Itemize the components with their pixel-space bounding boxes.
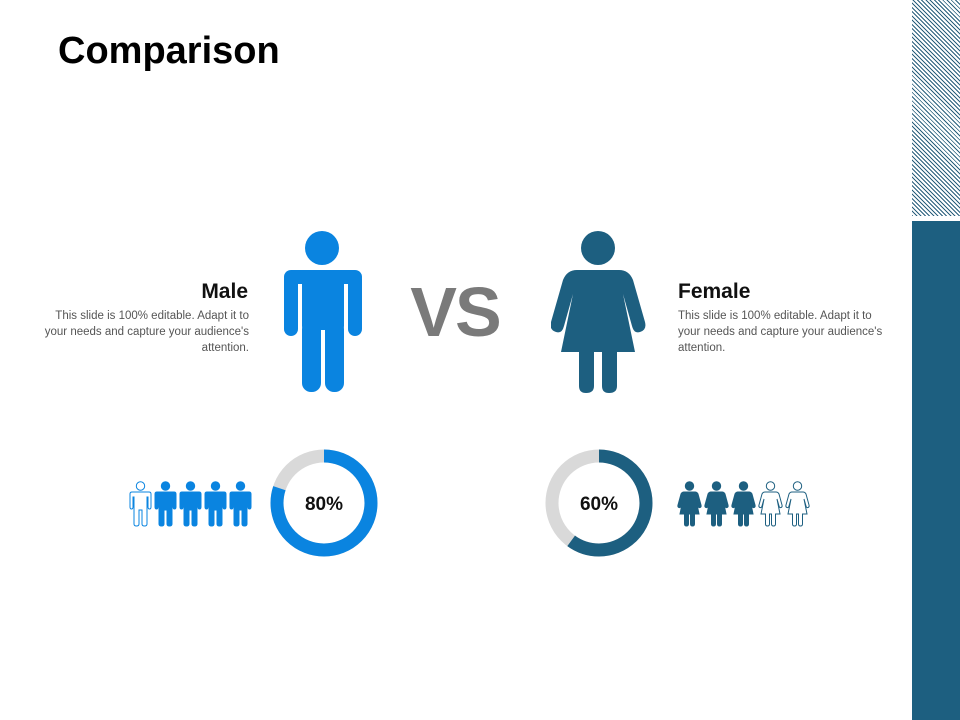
male-percent-label: 80%: [304, 494, 344, 515]
female-person-outline-icon: [758, 481, 783, 527]
female-donut-chart: [545, 449, 653, 557]
male-person-filled-icon: [154, 481, 177, 527]
female-people-row: [676, 481, 811, 527]
female-person-filled-icon: [704, 481, 729, 527]
male-person-filled-icon: [204, 481, 227, 527]
male-person-filled-icon: [179, 481, 202, 527]
female-person-outline-icon: [785, 481, 810, 527]
female-person-filled-icon: [731, 481, 756, 527]
female-description: This slide is 100% editable. Adapt it to…: [678, 310, 883, 354]
female-figure-icon: [551, 231, 646, 393]
male-description: This slide is 100% editable. Adapt it to…: [44, 310, 249, 354]
female-percent-label: 60%: [579, 494, 619, 515]
male-donut-chart: [270, 449, 378, 557]
female-donut-value: [545, 449, 653, 557]
male-person-outline-icon: [129, 481, 152, 527]
male-people-row: [128, 481, 253, 527]
male-heading: Male: [201, 280, 248, 303]
female-heading: Female: [678, 280, 751, 303]
solid-side-panel: [912, 221, 960, 720]
page-title: Comparison: [58, 30, 280, 72]
vs-label: VS: [410, 273, 501, 351]
male-donut-value: [270, 449, 378, 557]
male-figure-icon: [284, 231, 362, 392]
female-person-filled-icon: [677, 481, 702, 527]
male-person-filled-icon: [229, 481, 252, 527]
striped-side-panel: [912, 0, 960, 216]
